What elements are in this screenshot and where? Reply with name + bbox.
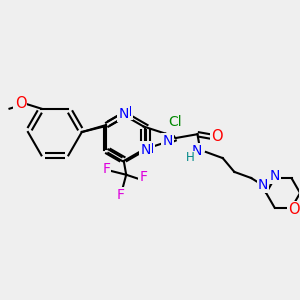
Text: N: N: [118, 107, 129, 121]
Text: F: F: [139, 170, 147, 184]
Text: O: O: [288, 202, 299, 217]
Text: F: F: [102, 162, 110, 176]
Text: O: O: [15, 96, 26, 111]
Text: F: F: [116, 188, 124, 202]
Text: H: H: [185, 152, 194, 164]
Text: N: N: [192, 144, 202, 158]
Text: N: N: [269, 169, 280, 183]
Text: N: N: [162, 134, 173, 148]
Text: N: N: [143, 142, 154, 156]
Text: O: O: [212, 129, 223, 144]
Text: N: N: [122, 105, 132, 119]
Text: Cl: Cl: [169, 115, 182, 129]
Text: N: N: [258, 178, 268, 192]
Text: N: N: [140, 142, 151, 157]
